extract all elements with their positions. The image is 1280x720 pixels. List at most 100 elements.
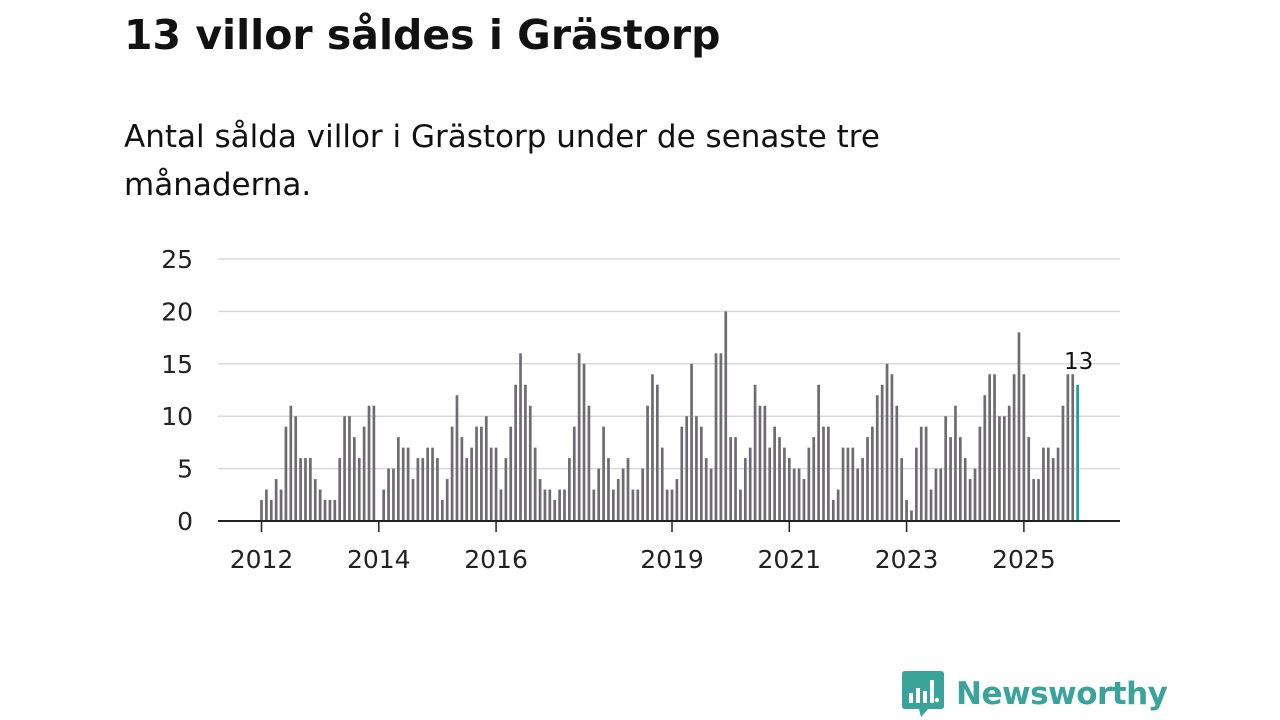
bar [577, 353, 581, 521]
y-tick-label: 5 [177, 455, 193, 484]
bar [568, 458, 571, 521]
bar [436, 458, 439, 521]
bar [900, 458, 904, 521]
bar [460, 437, 464, 521]
bar [612, 489, 615, 521]
bar [856, 468, 860, 521]
bar [704, 458, 708, 521]
bar [778, 437, 781, 521]
bar [372, 405, 376, 521]
bar [269, 500, 273, 521]
bar [910, 510, 913, 521]
bar [470, 447, 473, 521]
y-axis-tick-labels: 0 5 10 15 20 25 [161, 245, 193, 536]
chart-title: 13 villor såldes i Grästorp [124, 11, 721, 59]
bar [660, 447, 664, 521]
bar [504, 458, 508, 521]
bar [988, 374, 992, 521]
bar [1066, 374, 1070, 521]
y-tick-label: 20 [161, 297, 193, 326]
bar [357, 458, 361, 521]
bar [915, 447, 918, 521]
bar [714, 353, 718, 521]
bar [958, 437, 962, 521]
bar [426, 447, 430, 521]
bar [411, 479, 415, 521]
bar [289, 405, 293, 521]
bar [1032, 479, 1035, 521]
bar [558, 489, 561, 521]
bar [528, 405, 532, 521]
bar [323, 500, 327, 521]
bar [265, 489, 268, 521]
bar [905, 500, 908, 521]
bar [748, 447, 752, 521]
bar [758, 405, 762, 521]
bar [1056, 447, 1060, 521]
bar [983, 395, 987, 521]
x-tick-label: 2019 [640, 545, 704, 574]
y-tick-label: 15 [161, 350, 193, 379]
bar [1042, 447, 1045, 521]
bar [993, 374, 996, 521]
bar [792, 468, 796, 521]
bar [924, 426, 928, 521]
bar [807, 447, 811, 521]
bar [1027, 437, 1031, 521]
bar [846, 447, 850, 521]
bar [1046, 447, 1050, 521]
bar [636, 489, 640, 521]
bar [729, 437, 732, 521]
bar [616, 479, 620, 521]
bar [553, 500, 557, 521]
bar [631, 489, 635, 521]
x-tick-label: 2023 [875, 545, 939, 574]
bar [895, 405, 899, 521]
bar [499, 489, 503, 521]
bar [773, 426, 776, 521]
bar [861, 458, 864, 521]
x-tick-label: 2016 [464, 545, 528, 574]
bar [382, 489, 386, 521]
bar [656, 384, 659, 521]
x-tick-label: 2021 [757, 545, 821, 574]
bar [670, 489, 674, 521]
bar [685, 416, 689, 521]
bar [919, 426, 923, 521]
bar [367, 405, 371, 521]
bar [475, 426, 478, 521]
bar [421, 458, 425, 521]
bar [607, 458, 610, 521]
bar [626, 458, 630, 521]
bar [563, 489, 566, 521]
bar [763, 405, 767, 521]
latest-value-label: 13 [1064, 349, 1093, 375]
bar [973, 468, 977, 521]
bar [621, 468, 625, 521]
bar [871, 426, 874, 521]
bar [592, 489, 596, 521]
bar [1022, 374, 1026, 521]
bar [866, 437, 869, 521]
bar [944, 416, 948, 521]
bar [587, 405, 591, 521]
bar [1012, 374, 1016, 521]
bar [602, 426, 605, 521]
bar [406, 447, 410, 521]
bar [954, 405, 957, 521]
bar [353, 437, 356, 521]
bar [1051, 458, 1055, 521]
bar [338, 458, 342, 521]
bar [274, 479, 278, 521]
bar [401, 447, 405, 521]
bar [494, 447, 498, 521]
bar [783, 447, 786, 521]
bar [680, 426, 684, 521]
bar [641, 468, 645, 521]
bar [1002, 416, 1006, 521]
bar [734, 437, 737, 521]
bar [597, 468, 601, 521]
bar [1017, 332, 1021, 521]
bar [514, 384, 517, 521]
